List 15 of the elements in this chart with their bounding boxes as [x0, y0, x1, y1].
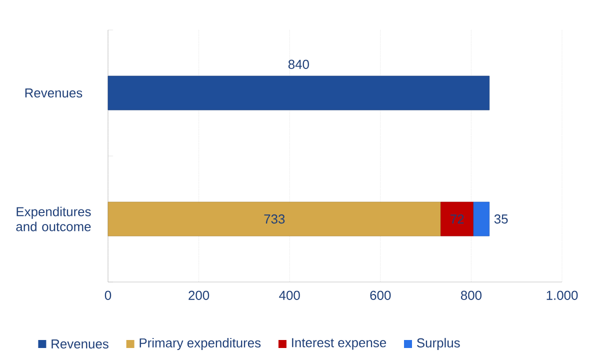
x-tick-label: 200 — [188, 290, 210, 300]
x-tick-label: 800 — [460, 290, 482, 300]
legend-label: Surplus — [417, 338, 460, 350]
x-tick-label: 1.000 — [546, 290, 578, 300]
x-tick-label: 600 — [370, 290, 391, 300]
legend-label: Interest expense — [292, 338, 386, 350]
x-tick-label: 400 — [279, 290, 300, 300]
data-label: 840 — [288, 60, 309, 69]
data-label: 733 — [264, 214, 285, 224]
data-label: 35 — [494, 214, 508, 224]
legend-label: Revenues — [52, 339, 108, 349]
legend-label: Primary expenditures — [140, 338, 261, 350]
x-tick-label: 0 — [104, 290, 112, 300]
data-label: 72 — [450, 214, 464, 224]
y-tick-label: Expenditures and outcome — [16, 206, 91, 232]
